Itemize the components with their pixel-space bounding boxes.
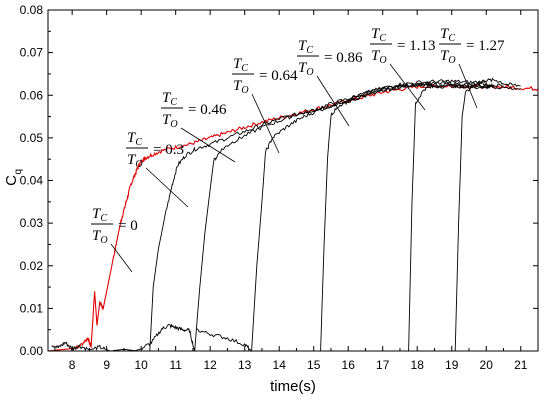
x-tick-label: 15 (307, 358, 321, 372)
series-line-3 (196, 79, 487, 352)
series-line-6 (417, 77, 521, 352)
ratio-value: = 0 (118, 218, 138, 234)
annotation-leader (110, 243, 133, 273)
ratio-value: = 0.64 (259, 68, 298, 84)
series-line-5 (327, 83, 521, 352)
y-axis-title: C q (3, 169, 24, 186)
ratio-denominator: TO (371, 48, 387, 66)
y-tick-label: 0.08 (20, 3, 44, 17)
ratio-annotation: TC TO = 0 (91, 206, 138, 246)
annotation-leader (180, 127, 236, 163)
y-tick-label: 0.03 (20, 216, 44, 230)
y-tick-label: 0.00 (20, 344, 44, 358)
x-tick-label: 9 (103, 358, 110, 372)
plot-frame (47, 9, 539, 352)
x-tick-label: 20 (480, 358, 494, 372)
annotation-leader (458, 63, 478, 109)
x-tick-label: 11 (169, 358, 182, 372)
ratio-numerator: TC (371, 26, 386, 44)
ratio-numerator: TC (127, 130, 142, 148)
series-line-0 (47, 83, 539, 352)
x-tick-label: 8 (69, 358, 76, 372)
y-tick-label: 0.04 (20, 174, 44, 188)
x-tick-label: 21 (514, 358, 528, 372)
ratio-annotation: TC TO = 0.64 (232, 56, 298, 96)
x-tick-label: 16 (342, 358, 356, 372)
ratio-denominator: TO (92, 228, 108, 246)
y-tick-label: 0.02 (20, 259, 44, 273)
ratio-numerator: TC (440, 26, 455, 44)
ratio-denominator: TO (233, 78, 249, 96)
x-tick-label: 19 (445, 358, 459, 372)
ratio-annotation: TC TO = 1.27 (439, 26, 505, 66)
ratio-numerator: TC (92, 206, 107, 224)
ratio-numerator: TC (298, 38, 313, 56)
y-axis-title-main: C (3, 175, 20, 186)
ratio-value: = 1.27 (466, 38, 505, 54)
ratio-denominator: TO (298, 60, 314, 78)
ratio-numerator: TC (162, 90, 177, 108)
y-tick-label: 0.05 (20, 131, 44, 145)
ratio-numerator: TC (233, 56, 248, 74)
annotation-leader (145, 167, 189, 208)
annotation-leader (389, 63, 426, 111)
annotation-leader (316, 75, 350, 127)
y-tick-label: 0.07 (20, 46, 44, 60)
y-tick-label: 0.01 (20, 301, 44, 315)
x-tick-label: 12 (204, 358, 218, 372)
series-line-2 (134, 80, 487, 352)
y-axis-title-subscript: q (13, 169, 24, 175)
ratio-annotation: TC TO = 0.46 (161, 90, 227, 130)
ratio-annotation: TC TO = 1.13 (370, 26, 435, 66)
x-tick-label: 18 (411, 358, 425, 372)
ratio-denominator: TO (162, 112, 178, 130)
x-tick-label: 10 (134, 358, 148, 372)
ratio-annotation: TC TO = 0.86 (297, 38, 363, 78)
ratio-value: = 0.46 (188, 102, 227, 118)
ratio-denominator: TO (440, 48, 456, 66)
y-tick-label: 0.06 (20, 88, 44, 102)
x-tick-label: 14 (273, 358, 287, 372)
series-layer (47, 77, 539, 352)
ratio-value: = 0.3 (153, 142, 184, 158)
tick-layer: 8 9 10 11 12 13 14 15 16 17 18 19 20 21 0.00 0.01 0.02 0.… (20, 3, 539, 372)
annotation-leaders (110, 63, 478, 273)
x-axis-title: time(s) (270, 378, 316, 395)
annotation-leader (251, 93, 280, 154)
ratio-value: = 1.13 (397, 38, 435, 54)
x-tick-label: 13 (238, 358, 252, 372)
x-tick-label: 17 (376, 358, 390, 372)
ratio-denominator: TO (127, 152, 143, 170)
ratio-annotation: TC TO = 0.3 (126, 130, 184, 170)
ratio-value: = 0.86 (324, 50, 363, 66)
